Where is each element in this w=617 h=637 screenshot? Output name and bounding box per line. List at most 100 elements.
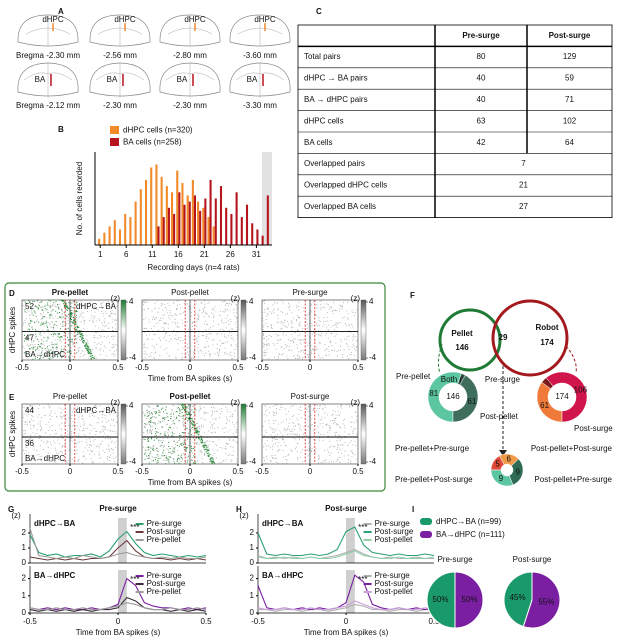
legend-label: Post-surge (375, 579, 414, 588)
cell: 129 (563, 52, 577, 61)
panel-letter: I (412, 505, 414, 514)
bregma-label: -2.56 mm (103, 51, 137, 60)
bar (266, 195, 269, 245)
region-label: BA (107, 75, 118, 84)
bar (191, 179, 194, 245)
y-tick-label: 2 (250, 574, 255, 583)
bar (204, 198, 207, 245)
region-label: BA (177, 75, 188, 84)
x-tick-label: -0.5 (23, 617, 37, 626)
x-tick-label: 0 (116, 617, 121, 626)
legend-label: dHPC cells (n=320) (123, 126, 193, 135)
colorbar-tick-label: -4 (369, 457, 377, 466)
bar (173, 214, 176, 245)
legend-label: Pre-surge (375, 519, 411, 528)
bar (230, 214, 233, 245)
y-tick-label: 1 (22, 543, 27, 552)
set-name: Pellet (451, 329, 473, 338)
bregma-label: -2.80 mm (173, 51, 207, 60)
series-line (29, 530, 207, 558)
cell-count: 36 (25, 439, 34, 448)
x-axis-label: Time from BA spikes (s) (148, 374, 233, 383)
legend-label: Post-surge (375, 527, 414, 536)
bar (124, 214, 127, 245)
y-tick-label: 1 (250, 543, 255, 552)
donut-total: 174 (555, 392, 569, 401)
panel-letter: C (316, 7, 322, 16)
x-tick-label: 16 (174, 250, 183, 259)
legend-label: Post-surge (147, 527, 186, 536)
x-tick-label: 0.5 (352, 467, 364, 476)
shaded-window (346, 518, 355, 563)
cell: 40 (477, 95, 486, 104)
raster-spikes (262, 299, 359, 361)
bar (261, 235, 264, 245)
segment-value: 81 (429, 389, 438, 398)
bar (235, 192, 238, 245)
subplot-title: Post-pellet (171, 288, 210, 297)
cell: 27 (519, 202, 528, 211)
segment-value: 9 (516, 467, 521, 476)
series-line (29, 539, 207, 561)
segment-value: 5 (495, 459, 500, 468)
pie-value-label: 50% (432, 595, 448, 604)
bar (186, 195, 189, 245)
y-tick-label: 2 (250, 528, 255, 537)
x-tick-label: -0.5 (15, 363, 29, 372)
segment-value: 106 (574, 386, 588, 395)
panel-letter: H (236, 505, 242, 514)
donut-segment (452, 374, 479, 423)
y-tick-label: 0 (22, 608, 27, 617)
bar (157, 226, 160, 245)
raster-spikes (262, 403, 359, 465)
row-label: BA → dHPC pairs (304, 95, 368, 104)
segment-label: Pre-pellet+Post-surge (395, 475, 473, 484)
bar (214, 198, 217, 245)
colorbar (240, 403, 247, 465)
bar (165, 186, 168, 245)
colorbar-label: (z) (351, 398, 361, 407)
segment-label: Post-pellet+Post-surge (531, 444, 613, 453)
y-axis-label: (z) (239, 511, 249, 520)
segment-value: 6 (507, 454, 512, 463)
bar (225, 207, 228, 245)
legend-swatch (110, 138, 119, 146)
subplot-title: Post-surge (291, 392, 330, 401)
colorbar-tick-label: -4 (129, 353, 137, 362)
cell: 21 (519, 181, 528, 190)
segment-label: Post-pellet+Pre-surge (534, 475, 612, 484)
bar (251, 223, 254, 245)
colorbar-tick-label: 4 (129, 297, 134, 306)
pie-slice (426, 571, 456, 629)
direction-label: dHPC→BA (262, 519, 304, 528)
bar (197, 201, 200, 245)
bar (150, 167, 153, 245)
pie-value-label: 55% (538, 597, 554, 606)
colorbar-tick-label: 4 (249, 297, 254, 306)
donut-total: 146 (446, 392, 460, 401)
bar (167, 207, 170, 245)
bar (240, 217, 243, 245)
colorbar-tick-label: 4 (369, 401, 374, 410)
row-label: dHPC → BA pairs (304, 74, 368, 83)
raster-spikes (22, 299, 119, 361)
segment-value: 61 (467, 397, 476, 406)
bar (188, 201, 191, 245)
panel-letter: A (58, 7, 64, 16)
y-tick-label: 1 (22, 591, 27, 600)
cell: 63 (477, 116, 486, 125)
series-line (257, 526, 435, 557)
set-count: 174 (540, 338, 554, 347)
legend-label: Pre-surge (147, 571, 183, 580)
bar (118, 229, 122, 245)
bar (134, 201, 137, 245)
x-tick-label: 0.5 (232, 467, 244, 476)
colorbar-label: (z) (231, 294, 241, 303)
direction-label: BA→dHPC (25, 454, 65, 463)
arrow-head (499, 450, 507, 456)
donut-center (548, 383, 576, 411)
x-tick-label: 0.5 (428, 617, 440, 626)
bregma-label: Bregma -2.12 mm (16, 101, 80, 110)
colorbar-tick-label: 4 (369, 297, 374, 306)
